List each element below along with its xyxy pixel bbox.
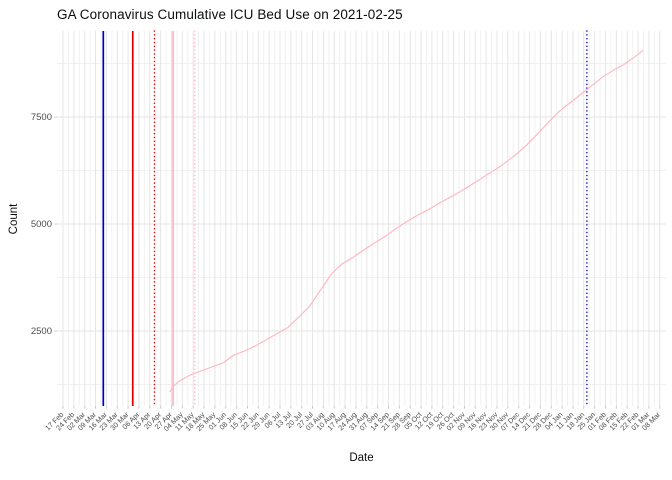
data-line-cumulative-icu-bed-use: [169, 50, 644, 393]
chart-title: GA Coronavirus Cumulative ICU Bed Use on…: [57, 7, 403, 22]
y-tick-label: 2500: [31, 326, 52, 337]
x-axis-title: Date: [349, 452, 374, 464]
y-axis-title: Count: [8, 203, 20, 235]
y-tick-label: 5000: [31, 219, 52, 230]
y-tick-label: 7500: [31, 112, 52, 123]
